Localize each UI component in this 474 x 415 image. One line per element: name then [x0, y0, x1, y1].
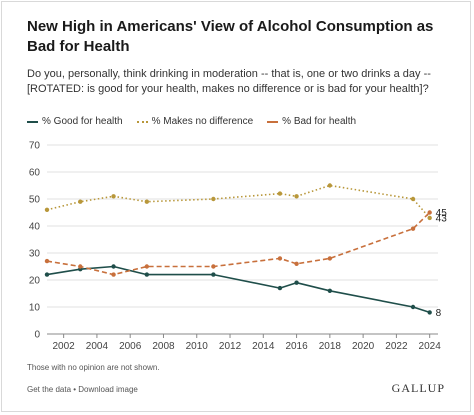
series-line-0: [46, 265, 430, 314]
data-point-s2-2001: [44, 258, 50, 264]
y-tick-label-60: 60: [29, 168, 41, 179]
legend-item-bad: % Bad for health: [267, 116, 356, 127]
data-point-s1-2024: [427, 215, 432, 221]
data-point-s0-2024: [427, 310, 432, 315]
footnote: Those with no opinion are not shown.: [27, 363, 160, 372]
data-point-s0-2015: [277, 285, 283, 291]
y-tick-label-20: 20: [29, 276, 41, 287]
legend-label-good: % Good for health: [42, 116, 123, 127]
data-point-s2-2023: [410, 226, 416, 231]
data-point-s1-2001: [44, 207, 50, 212]
data-links[interactable]: Get the data • Download image: [27, 385, 138, 394]
data-point-s2-2011: [211, 264, 216, 269]
legend-swatch-no-difference: [136, 120, 148, 123]
y-tick-label-70: 70: [29, 141, 41, 152]
data-point-s0-2023: [410, 304, 416, 310]
chart-title: New High in Americans' View of Alcohol C…: [27, 18, 434, 55]
data-point-s1-2023: [410, 196, 416, 202]
data-point-s1-2005: [111, 194, 116, 199]
legend-label-no-difference: % Makes no difference: [151, 116, 254, 127]
data-point-s1-2011: [211, 196, 216, 202]
data-point-s2-2024: [427, 210, 432, 215]
x-tick-label-2006: 2006: [119, 341, 142, 352]
data-point-s0-2005: [111, 264, 116, 269]
survey-question: Do you, personally, think drinking in mo…: [27, 68, 431, 95]
data-point-s2-2005: [111, 272, 116, 277]
data-point-s2-2003: [78, 264, 83, 269]
data-point-s2-2016: [294, 261, 299, 266]
legend: % Good for health % Makes no difference …: [27, 116, 356, 127]
end-label-series-2: 45: [436, 208, 448, 219]
data-point-s1-2018: [327, 183, 333, 188]
end-label-series-0: 8: [436, 308, 442, 319]
data-point-s1-2016: [294, 194, 299, 199]
y-tick-label-40: 40: [29, 222, 41, 233]
x-tick-label-2024: 2024: [419, 341, 442, 352]
legend-swatch-good: [27, 120, 38, 123]
x-tick-label-2008: 2008: [152, 341, 175, 352]
legend-label-bad: % Bad for health: [282, 116, 357, 127]
data-point-s0-2001: [44, 272, 50, 277]
series-line-2: [46, 211, 431, 276]
end-label-series-1: 43: [436, 213, 448, 224]
data-point-s0-2011: [211, 272, 216, 277]
x-tick-label-2018: 2018: [319, 341, 342, 352]
data-point-s2-2018: [327, 256, 333, 261]
data-point-s2-2015: [277, 256, 283, 261]
data-point-s0-2007: [144, 272, 150, 277]
data-point-s1-2015: [277, 191, 283, 196]
data-point-s0-2016: [294, 280, 299, 285]
data-point-s0-2018: [327, 288, 333, 293]
x-tick-label-2004: 2004: [86, 341, 109, 352]
legend-item-no-difference: % Makes no difference: [136, 116, 254, 127]
y-tick-label-10: 10: [29, 303, 41, 314]
data-point-s1-2003: [78, 199, 83, 204]
x-tick-label-2020: 2020: [352, 341, 375, 352]
gallup-logo: GALLUP: [391, 381, 445, 395]
y-tick-label-30: 30: [29, 249, 41, 260]
x-tick-label-2002: 2002: [53, 341, 76, 352]
y-tick-label-0: 0: [34, 330, 40, 341]
series-line-1: [46, 184, 431, 219]
y-tick-label-50: 50: [29, 195, 41, 206]
data-point-s1-2007: [144, 199, 150, 204]
x-tick-label-2010: 2010: [186, 341, 209, 352]
x-tick-label-2022: 2022: [385, 341, 408, 352]
data-point-s2-2007: [144, 264, 150, 269]
legend-swatch-bad: [267, 120, 279, 123]
x-tick-label-2012: 2012: [219, 341, 242, 352]
legend-item-good: % Good for health: [27, 116, 123, 127]
x-tick-label-2014: 2014: [252, 341, 275, 352]
x-tick-label-2016: 2016: [285, 341, 308, 352]
